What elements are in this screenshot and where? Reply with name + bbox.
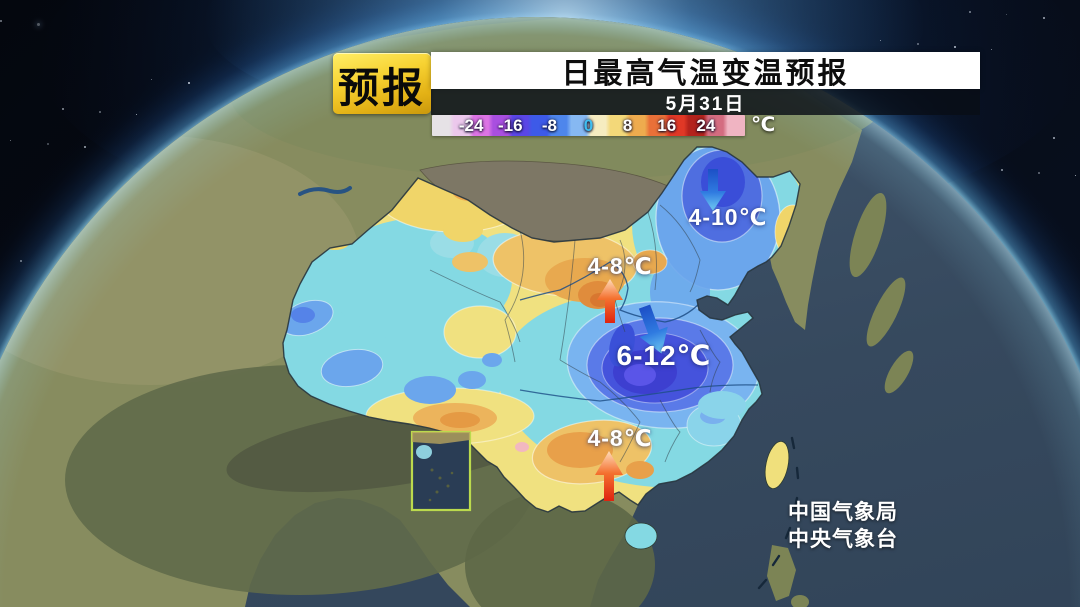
- temp-change-label-northeast: 4-10℃: [688, 204, 768, 230]
- temperature-color-scale: -24 -16 -8 0 8 16 24 ℃: [432, 114, 776, 138]
- scale-tick: -8: [541, 116, 557, 135]
- scale-tick: -16: [497, 116, 523, 135]
- scale-tick: -24: [458, 116, 484, 135]
- scale-tick: 24: [696, 116, 716, 135]
- page-title: 日最高气温变温预报: [431, 52, 980, 90]
- attribution-line-1: 中国气象局: [788, 501, 898, 524]
- temp-change-label-central: 6-12℃: [616, 340, 712, 371]
- temp-change-label-south: 4-8℃: [587, 425, 653, 451]
- scale-tick: 16: [657, 116, 677, 135]
- warming-arrow-icon: [595, 451, 623, 501]
- forecast-badge: 预报: [333, 53, 431, 114]
- scale-tick: 0: [583, 116, 594, 135]
- scale-unit-label: ℃: [751, 114, 776, 136]
- earth-disc: [0, 17, 1080, 607]
- scale-tick: 8: [622, 116, 633, 135]
- attribution-line-2: 中央气象台: [788, 528, 898, 551]
- warming-arrow-icon: [597, 279, 623, 323]
- cooling-arrow-icon: [638, 304, 668, 354]
- cooling-arrow-icon: [700, 169, 726, 211]
- color-scale-gradient: [432, 115, 745, 136]
- temp-change-label-north-central: 4-8℃: [587, 253, 653, 279]
- forecast-date: 5月31日: [431, 89, 980, 115]
- attribution: 中国气象局 中央气象台: [788, 499, 898, 553]
